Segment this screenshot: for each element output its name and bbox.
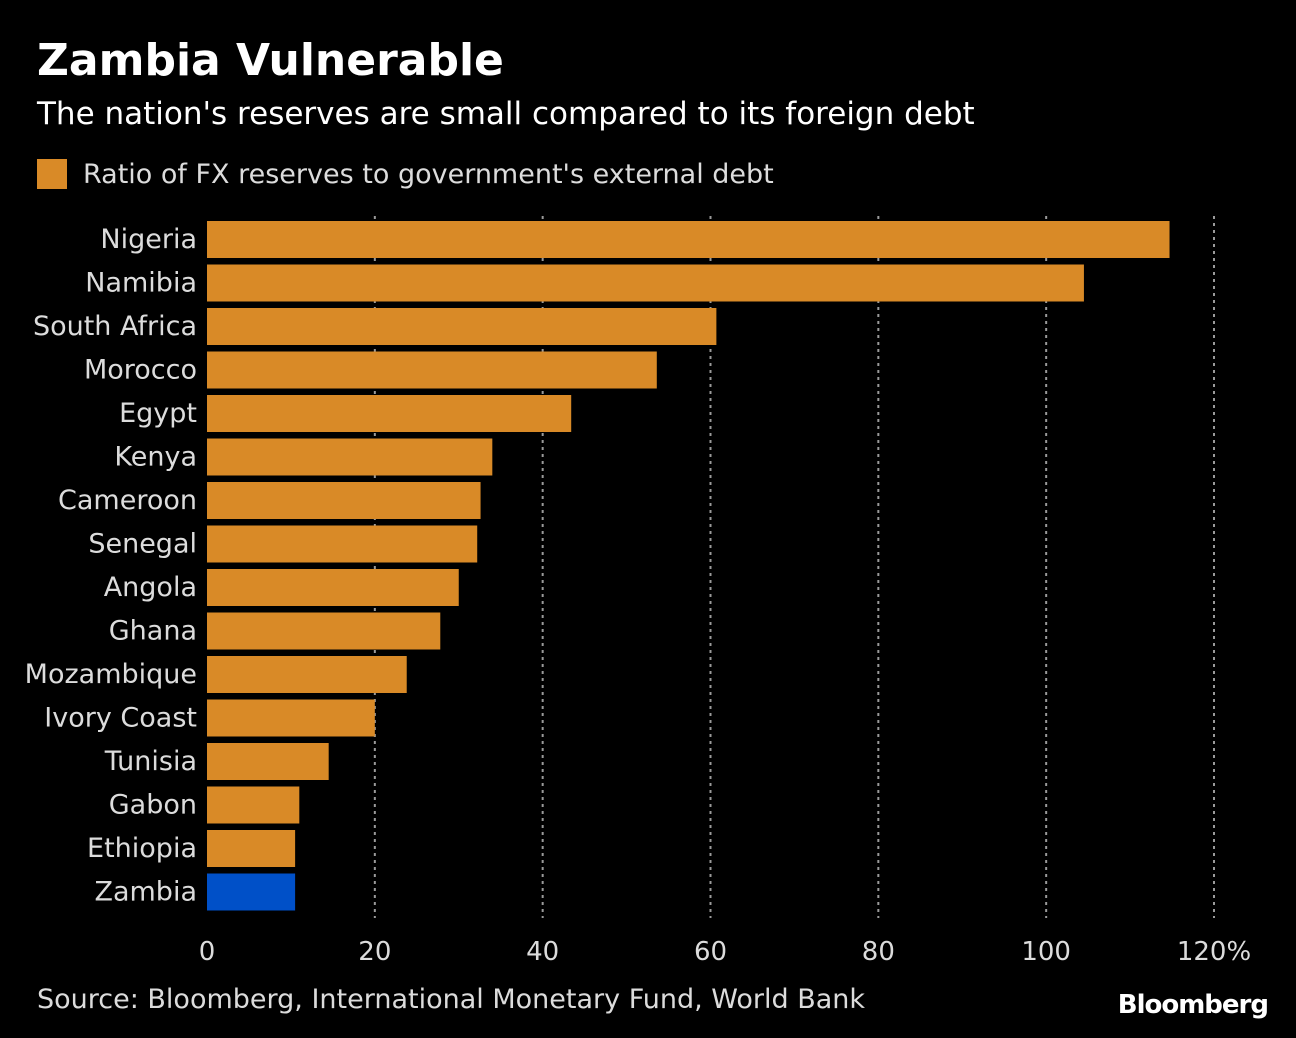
category-label-gabon: Gabon — [109, 790, 197, 821]
category-label-cameroon: Cameroon — [58, 485, 197, 516]
bar-tunisia — [207, 743, 329, 780]
category-label-senegal: Senegal — [88, 529, 197, 560]
category-label-namibia: Namibia — [85, 268, 197, 299]
category-label-south-africa: South Africa — [33, 311, 197, 342]
bar-ivory-coast — [207, 699, 375, 737]
bar-mozambique — [207, 656, 407, 693]
category-label-mozambique: Mozambique — [25, 659, 197, 690]
bar-senegal — [207, 525, 478, 563]
legend-label: Ratio of FX reserves to government's ext… — [83, 158, 774, 190]
chart-subtitle: The nation's reserves are small compared… — [37, 96, 975, 132]
category-label-tunisia: Tunisia — [104, 746, 197, 777]
bar-ethiopia — [207, 830, 296, 867]
bar-namibia — [207, 264, 1084, 302]
bar-angola — [207, 569, 459, 606]
x-tick-label-40: 40 — [526, 937, 559, 967]
bar-egypt — [207, 395, 572, 432]
category-label-zambia: Zambia — [94, 877, 197, 908]
x-tick-label-80: 80 — [862, 937, 895, 967]
bar-south-africa — [207, 308, 717, 345]
bar-nigeria — [207, 221, 1170, 258]
source-note: Source: Bloomberg, International Monetar… — [37, 984, 866, 1015]
bar-ghana — [207, 612, 441, 650]
bar-morocco — [207, 351, 657, 389]
legend: Ratio of FX reserves to government's ext… — [37, 156, 774, 192]
bloomberg-logo: Bloomberg — [1117, 990, 1269, 1020]
bar-cameroon — [207, 482, 481, 519]
category-label-nigeria: Nigeria — [100, 224, 197, 255]
category-label-angola: Angola — [104, 572, 197, 603]
bar-kenya — [207, 438, 493, 476]
x-tick-label-0: 0 — [199, 937, 216, 967]
bar-gabon — [207, 786, 300, 824]
bar-zambia — [207, 873, 296, 911]
category-label-kenya: Kenya — [114, 442, 197, 473]
x-tick-label-120: 120% — [1177, 937, 1251, 967]
x-tick-label-100: 100 — [1021, 937, 1071, 967]
chart-title: Zambia Vulnerable — [37, 35, 504, 86]
legend-swatch — [37, 159, 67, 189]
category-label-egypt: Egypt — [119, 398, 197, 429]
x-tick-label-60: 60 — [694, 937, 727, 967]
x-tick-label-20: 20 — [358, 937, 391, 967]
category-label-ghana: Ghana — [109, 616, 197, 647]
category-label-ivory-coast: Ivory Coast — [44, 703, 197, 734]
category-label-morocco: Morocco — [84, 355, 197, 386]
category-label-ethiopia: Ethiopia — [87, 833, 197, 864]
